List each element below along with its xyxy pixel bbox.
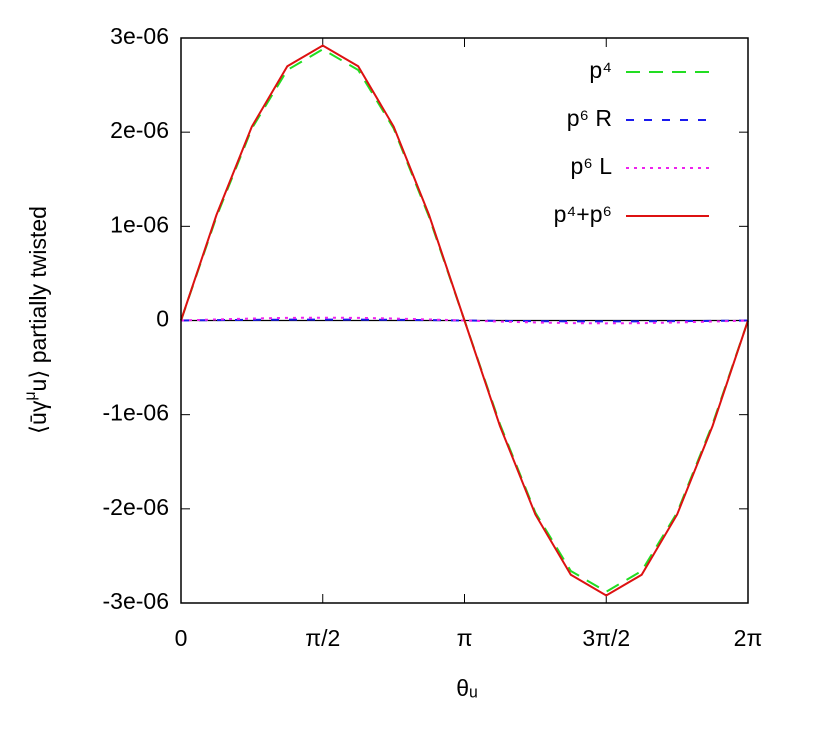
- series-line: [180, 316, 749, 325]
- legend-label: p⁶ R: [567, 105, 612, 131]
- x-tick-label: π/2: [305, 625, 340, 651]
- x-tick-label: 3π/2: [582, 625, 630, 651]
- legend-label: p⁴+p⁶: [554, 201, 612, 227]
- y-axis-label: ⟨ūγμu⟩ partially twisted: [22, 206, 51, 434]
- y-tick-label: 1e-06: [110, 211, 169, 237]
- plot-frame: [180, 37, 749, 604]
- series-line: [180, 44, 749, 597]
- y-label-sup: μ: [22, 391, 39, 400]
- y-label-part: u⟩ partially twisted: [25, 206, 51, 391]
- legend-label: p⁴: [589, 57, 612, 83]
- x-axis-label: θᵤ: [456, 675, 478, 701]
- series-line: [180, 318, 749, 323]
- y-tick-label: 3e-06: [110, 23, 169, 49]
- y-label-part: ⟨ūγ: [25, 400, 51, 434]
- y-tick-label: 0: [156, 306, 169, 332]
- x-tick-label: 0: [175, 625, 188, 651]
- x-tick-label: π: [457, 625, 473, 651]
- y-tick-label: -2e-06: [103, 494, 169, 520]
- y-tick-label: -3e-06: [103, 588, 169, 614]
- x-tick-label: 2π: [734, 625, 763, 651]
- y-tick-label: 2e-06: [110, 117, 169, 143]
- legend-label: p⁶ L: [571, 153, 613, 179]
- y-tick-label: -1e-06: [103, 400, 169, 426]
